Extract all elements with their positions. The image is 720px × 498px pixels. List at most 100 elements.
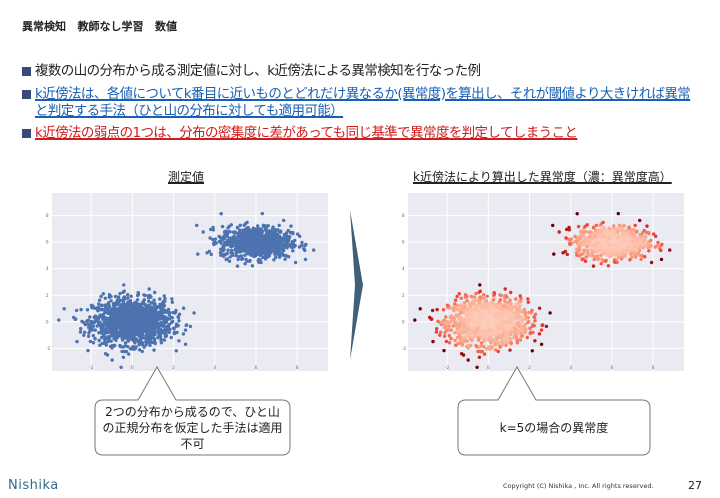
data-point xyxy=(627,225,631,229)
data-point xyxy=(611,251,615,255)
data-point xyxy=(107,304,111,308)
data-point xyxy=(297,245,302,249)
data-point xyxy=(456,341,460,346)
data-point xyxy=(476,338,481,342)
data-point xyxy=(601,259,605,263)
data-point xyxy=(79,327,83,331)
data-point xyxy=(577,244,581,249)
data-point xyxy=(181,332,186,336)
data-point xyxy=(508,337,513,341)
data-point xyxy=(272,258,276,262)
y-tick-label: -2 xyxy=(402,346,406,351)
data-point xyxy=(632,240,636,244)
data-point xyxy=(289,243,293,247)
y-tick-label: -2 xyxy=(46,346,50,351)
data-point xyxy=(478,309,482,314)
data-point xyxy=(221,235,226,239)
data-point xyxy=(479,349,483,354)
data-point xyxy=(643,255,647,259)
data-point xyxy=(604,240,608,245)
data-point xyxy=(500,343,504,347)
data-point xyxy=(453,338,457,343)
data-point xyxy=(152,348,156,352)
data-point xyxy=(266,254,270,259)
data-point xyxy=(431,339,435,344)
data-point xyxy=(217,234,221,239)
data-point xyxy=(611,242,615,247)
data-point xyxy=(455,331,460,335)
data-point xyxy=(447,341,452,345)
data-point xyxy=(460,343,464,347)
data-point xyxy=(584,236,588,240)
data-point xyxy=(116,295,121,299)
data-point xyxy=(273,228,277,232)
data-point xyxy=(442,334,447,338)
data-point xyxy=(282,248,286,253)
data-point xyxy=(171,319,175,324)
data-point xyxy=(149,334,153,338)
data-point xyxy=(140,302,144,306)
data-point xyxy=(471,335,475,340)
data-point xyxy=(428,315,432,320)
data-point xyxy=(482,330,486,334)
data-point xyxy=(444,315,448,319)
data-point xyxy=(446,328,451,332)
data-point xyxy=(245,248,250,252)
data-point xyxy=(195,223,199,228)
data-point xyxy=(97,302,101,306)
bullet-2: k近傍法は、各値についてk番目に近いものとどれだけ異なるか(異常度)を算出し、そ… xyxy=(22,86,702,120)
data-point xyxy=(126,352,131,356)
data-point xyxy=(234,247,239,251)
data-point xyxy=(645,224,649,228)
data-point xyxy=(253,249,258,254)
data-point xyxy=(515,328,519,333)
data-point xyxy=(111,303,116,307)
data-point xyxy=(141,299,146,304)
data-point xyxy=(472,320,476,325)
data-point xyxy=(444,339,449,344)
data-point xyxy=(229,245,233,249)
data-point xyxy=(223,243,228,247)
data-point xyxy=(153,317,157,322)
data-point xyxy=(139,311,144,315)
data-point xyxy=(244,227,248,231)
data-point xyxy=(654,234,658,238)
data-point xyxy=(245,233,249,237)
data-point xyxy=(86,318,91,322)
data-point xyxy=(449,314,454,318)
data-point xyxy=(211,228,216,232)
data-point xyxy=(652,232,656,236)
data-point xyxy=(264,228,268,232)
data-point xyxy=(521,310,525,314)
data-point xyxy=(140,323,145,328)
data-point xyxy=(75,339,79,344)
bullet-text: k近傍法は、各値についてk番目に近いものとどれだけ異なるか(異常度)を算出し、そ… xyxy=(35,86,691,119)
data-point xyxy=(601,252,606,256)
data-point xyxy=(622,224,626,228)
data-point xyxy=(528,331,532,336)
data-point xyxy=(79,307,83,312)
data-point xyxy=(488,328,492,333)
data-point xyxy=(89,319,94,324)
data-point xyxy=(163,309,167,313)
bullet-text: 複数の山の分布から成る測定値に対し、k近傍法による異常検知を行なった例 xyxy=(35,63,481,79)
data-point xyxy=(135,321,140,325)
data-point xyxy=(459,305,464,309)
data-point xyxy=(512,305,517,309)
data-point xyxy=(656,240,660,245)
data-point xyxy=(219,239,223,243)
x-tick-label: 8 xyxy=(652,365,655,370)
data-point xyxy=(147,303,151,307)
data-point xyxy=(312,248,316,252)
data-point xyxy=(286,228,290,233)
data-point xyxy=(121,290,125,294)
data-point xyxy=(99,323,103,327)
data-point xyxy=(487,345,491,349)
data-point xyxy=(602,246,606,251)
data-point xyxy=(584,240,589,244)
data-point xyxy=(615,253,619,257)
data-point xyxy=(616,211,620,216)
data-point xyxy=(624,251,629,255)
data-point xyxy=(465,339,469,343)
data-point xyxy=(608,250,612,254)
